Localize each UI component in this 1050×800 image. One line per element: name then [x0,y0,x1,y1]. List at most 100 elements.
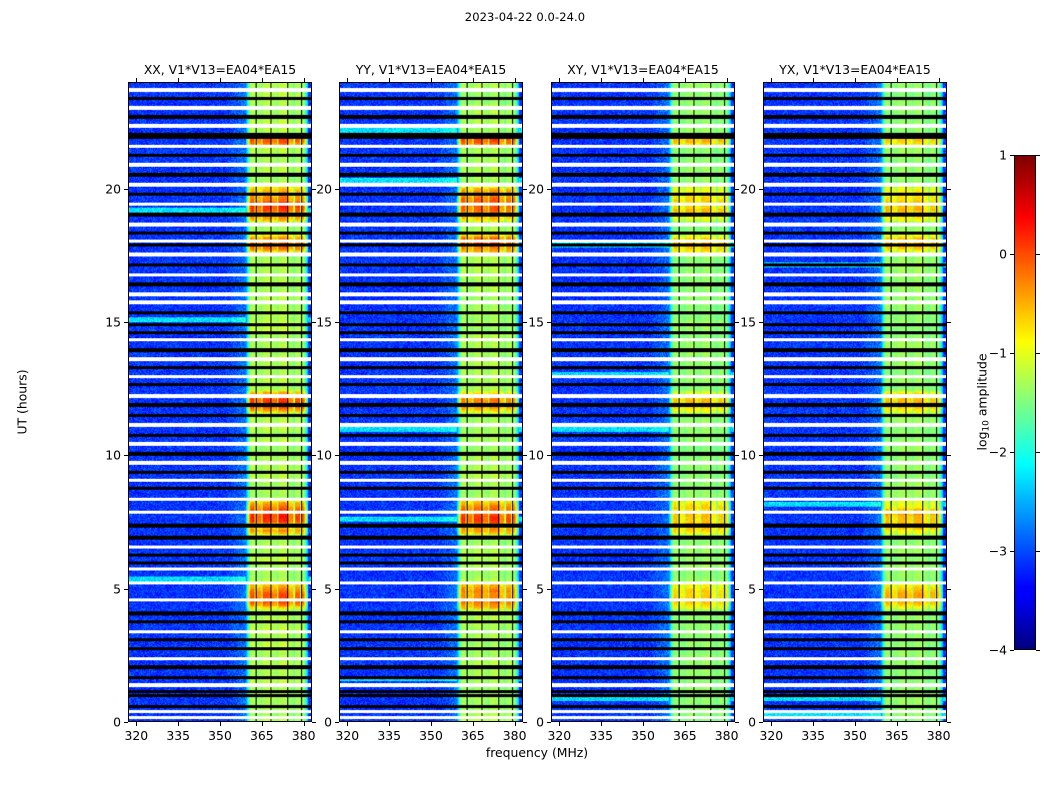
y-axis-tick [124,455,128,457]
x-axis-tick-label: 350 [843,728,867,743]
x-axis-tick-label: 365 [460,728,485,743]
colorbar-tick-right [1036,452,1040,453]
y-axis-tick-right [735,722,739,723]
x-axis-tick-label: 365 [884,728,909,743]
y-axis-tick-right [312,588,316,590]
y-axis-tick-right [947,455,951,457]
x-axis-tick [601,722,603,726]
x-axis-tick-top [771,78,773,82]
y-axis-tick-label: 10 [105,447,121,463]
colorbar-label-sub: 10 [981,420,992,432]
x-axis-tick-top [813,78,815,82]
x-axis-tick-label: 320 [335,728,360,743]
x-axis-tick-top [178,78,180,82]
panel-xx: XX, V1*V13=EA04*EA15 320 335 350 365 380 0 5 10… [105,62,316,743]
x-axis-tick-label: 380 [291,728,316,743]
x-axis-tick [136,722,138,726]
x-axis-tick-top [220,78,221,82]
colorbar-tick [1010,155,1014,156]
x-axis-tick-top [389,78,391,82]
x-axis-tick [813,722,815,726]
x-axis-tick-top [938,78,940,82]
y-axis-tick-right [523,188,527,190]
x-axis-tick [514,722,516,726]
colorbar-tick [1010,452,1014,453]
x-axis-tick-label: 320 [547,728,572,743]
y-axis-tick-label: 20 [740,181,756,197]
colorbar[interactable]: 1 0 −1 −2 −3 −4 [989,148,1040,658]
y-axis-tick-label: 0 [324,714,332,730]
x-axis-tick-label: 320 [759,728,784,743]
x-axis-tick [389,722,391,726]
colorbar-tick [1010,650,1014,651]
colorbar-tick-right [1036,254,1040,255]
colorbar-tick [1010,254,1014,255]
x-axis-tick-top [514,78,516,82]
x-axis-tick-top [347,78,349,82]
x-axis-tick [684,722,686,726]
x-axis-tick [347,722,349,726]
x-axis-tick [559,722,561,726]
y-axis-tick-right [523,455,527,457]
y-axis-tick [124,322,128,323]
colorbar-tick [1010,551,1014,552]
panel-title-yx: YX, V1*V13=EA04*EA15 [779,62,931,77]
x-axis-tick-label: 380 [502,728,527,743]
y-axis-tick [335,322,339,323]
x-axis-tick-label: 335 [589,728,613,743]
y-axis-tick-label: 20 [528,181,544,197]
x-axis-tick-top [896,78,898,82]
colorbar-tick-label: −3 [988,543,1007,559]
y-axis-tick-label: 15 [316,314,332,330]
y-axis-tick-right [947,588,951,590]
y-axis-tick [335,588,339,590]
axes-xy[interactable] [551,82,735,722]
panel-title-xx: XX, V1*V13=EA04*EA15 [143,62,297,77]
x-axis-tick [771,722,773,726]
y-axis-tick-right [735,455,739,457]
x-axis-tick-top [472,78,474,82]
y-axis-tick [124,588,128,590]
heatmap-image-xx [129,83,311,721]
x-axis-tick [896,722,898,726]
panel-title-xy: XY, V1*V13=EA04*EA15 [567,62,719,77]
y-axis-tick-label: 10 [528,447,544,463]
x-axis-tick [855,722,856,726]
colorbar-tick-label: −1 [988,345,1007,361]
colorbar-label: log10 amplitude [974,353,992,451]
panel-title-yy: YY, V1*V13=EA04*EA15 [355,62,507,77]
y-axis-tick-right [947,322,951,323]
x-axis-tick [220,722,221,726]
x-axis-tick [643,722,644,726]
x-axis-tick [938,722,940,726]
x-axis-label: frequency (MHz) [485,745,589,760]
y-axis-tick-right [312,188,316,190]
panel-yy: YY, V1*V13=EA04*EA15 320 335 350 365 380 0 5 10… [316,62,527,743]
y-axis-tick [335,722,339,723]
colorbar-label-tail: amplitude [974,353,990,421]
y-axis-tick [547,588,551,590]
colorbar-tick-right [1036,155,1040,156]
colorbar-label-main: log [974,431,990,451]
axes-xx[interactable] [128,82,312,722]
panel-yx: YX, V1*V13=EA04*EA15 320 335 350 365 380 0 5 10… [740,62,951,743]
y-axis-tick-right [947,722,951,723]
y-axis-tick-right [735,588,739,590]
y-axis-tick-label: 10 [740,447,756,463]
colorbar-tick [1010,353,1014,354]
colorbar-gradient [1014,155,1036,650]
heatmap-image-yy [340,83,522,721]
y-axis-tick [759,722,763,723]
axes-yx[interactable] [763,82,947,722]
x-axis-tick-label: 350 [208,728,232,743]
y-axis-tick-label: 20 [105,181,121,197]
y-axis-tick [124,188,128,190]
x-axis-tick [178,722,180,726]
y-axis-tick [124,722,128,723]
x-axis-tick-label: 320 [124,728,149,743]
x-axis-tick [431,722,432,726]
axes-yy[interactable] [339,82,523,722]
y-axis-tick-label: 0 [113,714,121,730]
x-axis-tick [472,722,474,726]
